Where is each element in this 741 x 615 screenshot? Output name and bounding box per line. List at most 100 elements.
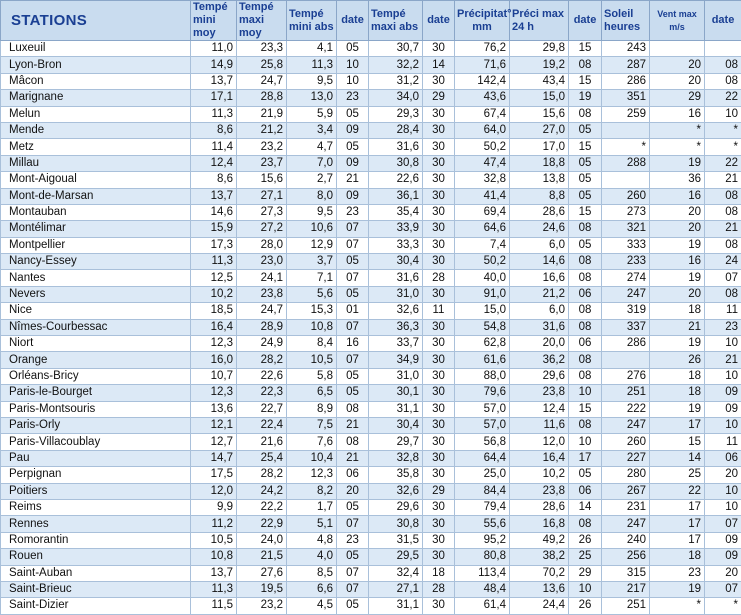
cell-precip: 76,2 <box>455 41 510 57</box>
cell-date-2: 30 <box>423 188 455 204</box>
cell-tmin-moy: 14,7 <box>191 450 237 466</box>
cell-date-3: 08 <box>569 270 602 286</box>
cell-tmin-abs: 4,1 <box>287 41 337 57</box>
cell-date-2: 30 <box>423 319 455 335</box>
cell-tmax-moy: 28,0 <box>237 237 287 253</box>
cell-date-4: * <box>705 122 741 138</box>
cell-tmin-moy: 9,9 <box>191 499 237 515</box>
cell-soleil: 337 <box>602 319 650 335</box>
cell-vent-max: 15 <box>650 434 705 450</box>
cell-tmax-abs: 30,4 <box>369 254 423 270</box>
cell-precip: 84,4 <box>455 483 510 499</box>
header-date-3: date <box>569 1 602 41</box>
cell-vent-max: 20 <box>650 57 705 73</box>
cell-date-4: 09 <box>705 385 741 401</box>
cell-precip: 79,4 <box>455 499 510 515</box>
cell-tmax-abs: 33,7 <box>369 336 423 352</box>
cell-date-4: 08 <box>705 57 741 73</box>
cell-date-1: 23 <box>337 204 369 220</box>
cell-tmin-moy: 12,1 <box>191 417 237 433</box>
cell-date-2: 29 <box>423 483 455 499</box>
cell-soleil: 351 <box>602 90 650 106</box>
cell-tmin-abs: 13,0 <box>287 90 337 106</box>
cell-tmax-moy: 28,8 <box>237 90 287 106</box>
cell-station-name: Niort <box>1 336 191 352</box>
cell-date-4 <box>705 41 741 57</box>
cell-tmax-moy: 27,3 <box>237 204 287 220</box>
cell-soleil: 256 <box>602 549 650 565</box>
cell-date-3: 05 <box>569 155 602 171</box>
cell-tmin-moy: 12,3 <box>191 336 237 352</box>
cell-date-3: 19 <box>569 90 602 106</box>
cell-tmax-moy: 25,4 <box>237 450 287 466</box>
cell-date-1: 16 <box>337 336 369 352</box>
cell-station-name: Mont-Aigoual <box>1 172 191 188</box>
cell-precip: 71,6 <box>455 57 510 73</box>
cell-soleil: 227 <box>602 450 650 466</box>
cell-precip-max: 28,6 <box>510 204 569 220</box>
cell-tmin-abs: 8,9 <box>287 401 337 417</box>
cell-tmax-moy: 24,9 <box>237 336 287 352</box>
cell-date-4: 22 <box>705 155 741 171</box>
cell-station-name: Montélimar <box>1 221 191 237</box>
cell-precip: 7,4 <box>455 237 510 253</box>
cell-date-1: 05 <box>337 139 369 155</box>
cell-tmax-abs: 27,1 <box>369 581 423 597</box>
cell-date-2: 30 <box>423 286 455 302</box>
cell-tmax-moy: 15,6 <box>237 172 287 188</box>
cell-tmax-moy: 28,9 <box>237 319 287 335</box>
cell-vent-max: 17 <box>650 417 705 433</box>
cell-station-name: Perpignan <box>1 467 191 483</box>
cell-tmin-moy: 16,0 <box>191 352 237 368</box>
cell-station-name: Orange <box>1 352 191 368</box>
cell-date-3: 10 <box>569 434 602 450</box>
cell-date-2: 30 <box>423 237 455 253</box>
cell-date-3: 15 <box>569 204 602 220</box>
cell-soleil: 288 <box>602 155 650 171</box>
cell-vent-max: 18 <box>650 303 705 319</box>
cell-date-4: 06 <box>705 450 741 466</box>
cell-tmin-moy: 12,0 <box>191 483 237 499</box>
cell-station-name: Luxeuil <box>1 41 191 57</box>
cell-date-2: 28 <box>423 270 455 286</box>
header-date-1: date <box>337 1 369 41</box>
cell-tmin-moy: 13,7 <box>191 188 237 204</box>
cell-station-name: Marignane <box>1 90 191 106</box>
cell-date-1: 05 <box>337 106 369 122</box>
cell-date-3: 05 <box>569 237 602 253</box>
cell-tmax-moy: 24,0 <box>237 532 287 548</box>
cell-date-1: 07 <box>337 581 369 597</box>
cell-soleil: 247 <box>602 286 650 302</box>
cell-precip: 43,6 <box>455 90 510 106</box>
cell-precip: 40,0 <box>455 270 510 286</box>
cell-tmin-moy: 10,8 <box>191 549 237 565</box>
cell-date-3: 10 <box>569 385 602 401</box>
cell-vent-max: 23 <box>650 565 705 581</box>
cell-date-1: 21 <box>337 450 369 466</box>
cell-tmax-moy: 28,2 <box>237 352 287 368</box>
cell-station-name: Nîmes-Courbessac <box>1 319 191 335</box>
cell-tmin-abs: 10,6 <box>287 221 337 237</box>
cell-tmin-abs: 5,6 <box>287 286 337 302</box>
cell-tmin-abs: 10,8 <box>287 319 337 335</box>
cell-precip: 69,4 <box>455 204 510 220</box>
cell-date-4: 22 <box>705 90 741 106</box>
cell-vent-max: 19 <box>650 155 705 171</box>
cell-precip-max: 18,8 <box>510 155 569 171</box>
cell-date-2: 30 <box>423 598 455 614</box>
cell-tmax-moy: 25,8 <box>237 57 287 73</box>
header-precip-max: Préci max 24 h <box>510 1 569 41</box>
cell-date-4: 08 <box>705 73 741 89</box>
cell-tmax-moy: 21,9 <box>237 106 287 122</box>
cell-tmax-abs: 35,4 <box>369 204 423 220</box>
header-tmin-moy: Tempé mini moy <box>191 1 237 41</box>
cell-station-name: Paris-le-Bourget <box>1 385 191 401</box>
cell-station-name: Millau <box>1 155 191 171</box>
cell-soleil: 274 <box>602 270 650 286</box>
cell-date-4: 24 <box>705 254 741 270</box>
